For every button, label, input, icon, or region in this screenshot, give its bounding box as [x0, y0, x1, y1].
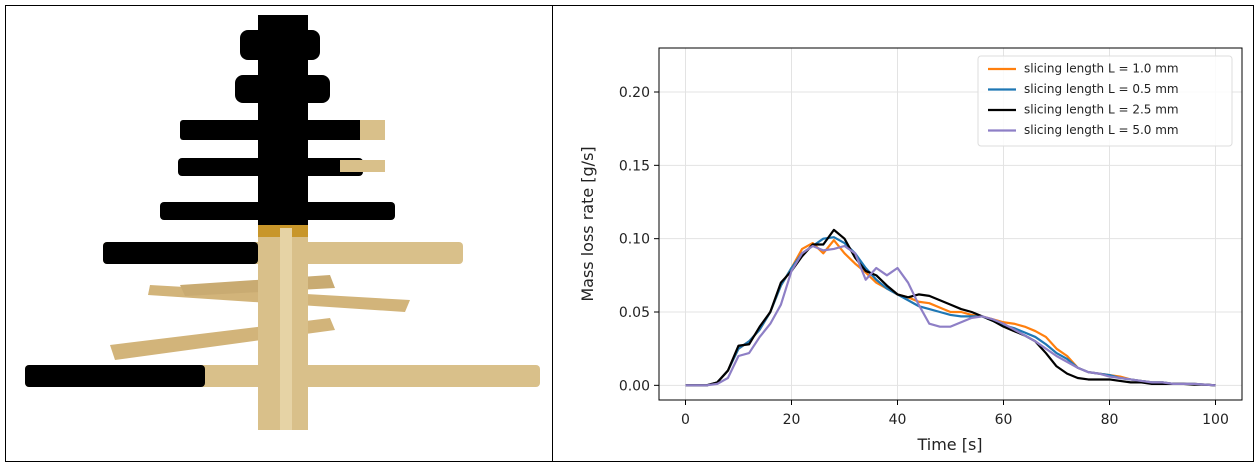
y-tick-label: 0.10	[619, 232, 650, 248]
legend-label: slicing length L = 2.5 mm	[1024, 103, 1179, 117]
y-tick-label: 0.20	[619, 85, 650, 101]
x-tick-label: 20	[783, 412, 801, 428]
y-tick-label: 0.15	[619, 158, 650, 174]
data-line	[685, 239, 1216, 387]
x-tick-label: 80	[1101, 412, 1119, 428]
y-tick-label: 0.00	[619, 378, 650, 394]
legend-label: slicing length L = 0.5 mm	[1024, 82, 1179, 96]
x-tick-label: 40	[889, 412, 907, 428]
data-line	[685, 228, 1216, 387]
x-tick-label: 100	[1202, 412, 1229, 428]
x-axis-label: Time [s]	[916, 435, 982, 454]
legend-label: slicing length L = 5.0 mm	[1024, 123, 1179, 137]
legend: slicing length L = 1.0 mm slicing length …	[977, 55, 1233, 147]
outer-frame	[5, 5, 1254, 462]
x-tick-label: 60	[995, 412, 1013, 428]
tree-render	[25, 15, 540, 430]
legend-box	[977, 55, 1233, 147]
y-axis-label: Mass loss rate [g/s]	[578, 146, 597, 301]
x-tick-label: 0	[681, 412, 690, 428]
y-tick-label: 0.05	[619, 305, 650, 321]
data-line	[685, 244, 1216, 387]
legend-label: slicing length L = 1.0 mm	[1024, 62, 1179, 76]
plot-frame	[658, 47, 1243, 401]
